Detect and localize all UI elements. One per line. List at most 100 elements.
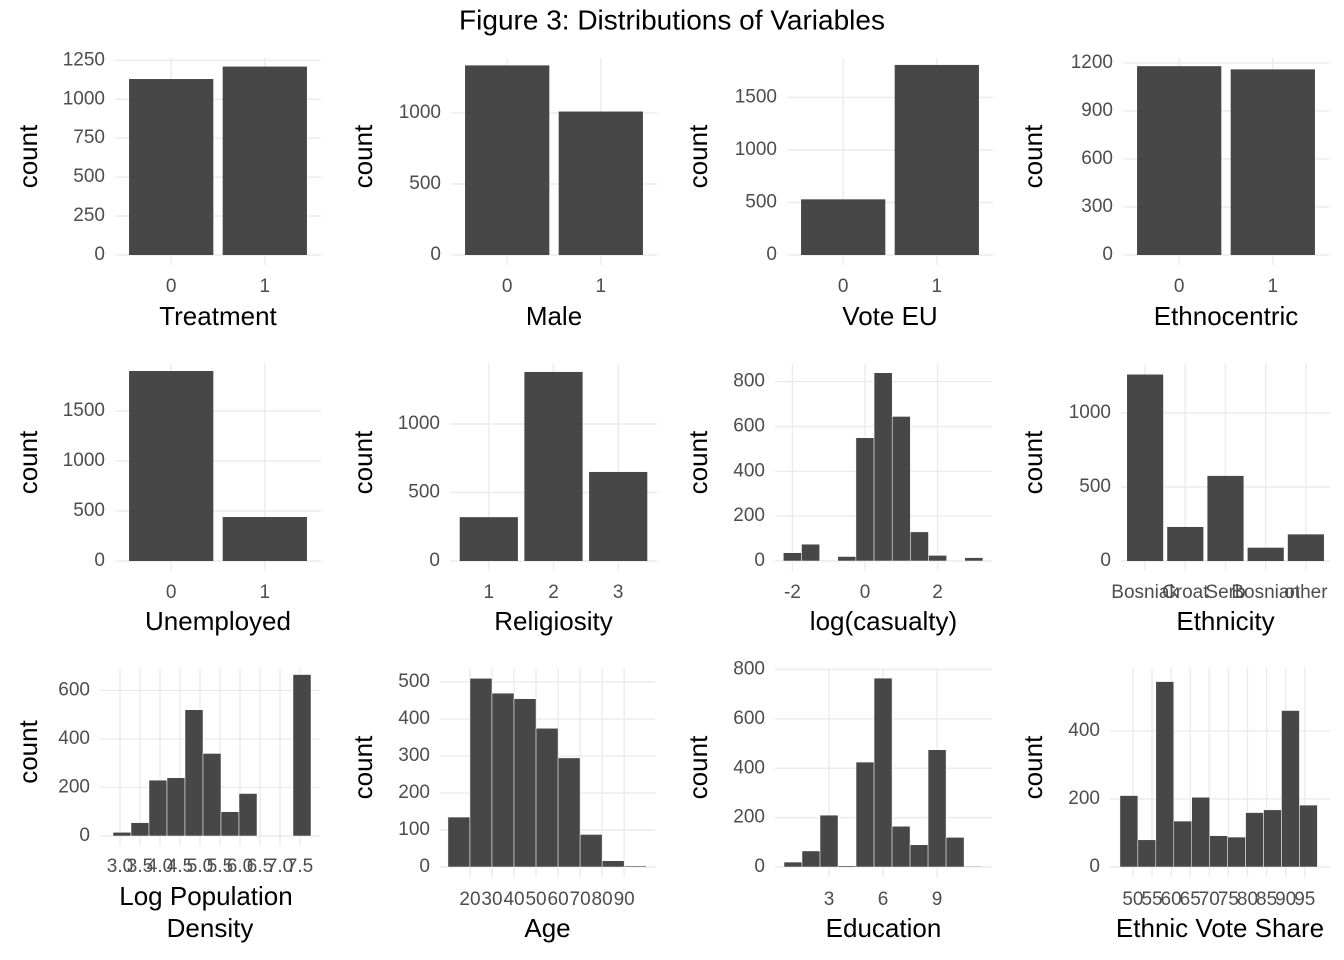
bar (222, 517, 307, 561)
x-axis-title: log(casualty) (810, 606, 957, 636)
bar (837, 865, 857, 868)
x-tick-label: Serb (1205, 582, 1245, 603)
y-tick-label: 0 (430, 244, 441, 265)
x-tick-label: 40 (503, 889, 524, 910)
bar (130, 822, 150, 837)
y-tick-label: 0 (754, 550, 765, 571)
y-tick-label: 200 (1068, 788, 1100, 809)
x-tick-label: 70 (570, 889, 591, 910)
y-tick-label: 0 (754, 856, 765, 877)
bar (202, 753, 222, 837)
x-tick-label: 0 (860, 582, 871, 603)
bar (1281, 710, 1300, 868)
x-tick-label: 70 (1199, 889, 1220, 910)
bar (1287, 534, 1324, 561)
y-tick-label: 200 (733, 505, 765, 526)
bar (459, 517, 518, 561)
bar (491, 692, 515, 868)
bar (1207, 475, 1244, 561)
y-tick-label: 200 (733, 807, 765, 828)
y-axis-title: count (348, 430, 378, 494)
y-tick-label: 0 (429, 550, 440, 571)
x-tick-label: 20 (459, 889, 480, 910)
bar (222, 66, 307, 255)
y-tick-label: 400 (733, 460, 765, 481)
bar (148, 779, 168, 837)
y-axis-title: count (683, 430, 713, 494)
x-tick-label: 75 (1218, 889, 1239, 910)
x-tick-label: 30 (481, 889, 502, 910)
bar (891, 416, 911, 562)
x-tick-label: 65 (1180, 889, 1201, 910)
x-axis-title: Vote EU (842, 301, 937, 331)
bar (513, 698, 537, 868)
y-tick-label: 1250 (63, 49, 105, 70)
bar (1299, 804, 1318, 868)
bar (819, 814, 839, 868)
bar (1247, 547, 1284, 561)
y-tick-label: 1500 (735, 86, 777, 107)
bar (558, 111, 643, 255)
bar (469, 678, 493, 868)
y-axis-title: count (1018, 124, 1048, 188)
bar (1245, 812, 1264, 868)
x-tick-label: Croat (1162, 582, 1209, 603)
bar (801, 199, 886, 255)
bar (465, 65, 550, 255)
x-axis-title: Ethnic Vote Share (1116, 913, 1324, 943)
y-tick-label: 600 (1081, 148, 1113, 169)
bar (964, 557, 984, 562)
y-tick-label: 600 (58, 679, 90, 700)
x-axis-title: Male (526, 301, 582, 331)
y-axis-title: count (348, 124, 378, 188)
bar (801, 543, 820, 562)
x-axis-title: Education (826, 913, 942, 943)
bar (928, 555, 947, 562)
y-tick-label: 500 (73, 500, 105, 521)
y-tick-label: 400 (398, 708, 430, 729)
bar (801, 850, 821, 868)
y-tick-label: 1000 (399, 102, 441, 123)
x-tick-label: 85 (1256, 889, 1277, 910)
x-tick-label: 1 (932, 276, 943, 297)
bar (963, 866, 983, 868)
y-tick-label: 750 (73, 127, 105, 148)
x-tick-label: 3 (824, 889, 835, 910)
y-tick-label: 1000 (63, 88, 105, 109)
bar (873, 677, 893, 868)
bar (1191, 797, 1210, 868)
bar (909, 844, 929, 868)
x-tick-label: 0 (166, 276, 177, 297)
x-tick-label: 55 (1141, 889, 1162, 910)
y-axis-title: count (1018, 430, 1048, 494)
y-tick-label: 500 (73, 166, 105, 187)
x-tick-label: 7.0 (267, 856, 293, 877)
bar (783, 552, 802, 562)
bar (1173, 820, 1192, 868)
y-tick-label: 500 (1079, 476, 1111, 497)
x-tick-label: 3.5 (127, 856, 153, 877)
y-tick-label: 0 (766, 244, 777, 265)
y-tick-label: 250 (73, 205, 105, 226)
x-tick-label: 60 (1161, 889, 1182, 910)
y-tick-label: 1200 (1071, 52, 1113, 73)
bar (1119, 795, 1139, 868)
x-tick-label: 9 (932, 889, 943, 910)
bar (129, 79, 214, 255)
x-tick-label: 90 (614, 889, 635, 910)
y-axis-title: count (348, 735, 378, 799)
bar (292, 674, 312, 837)
y-axis-title: count (683, 735, 713, 799)
y-axis-title: count (13, 430, 43, 494)
bar (1263, 809, 1282, 868)
bar (1137, 66, 1222, 256)
bar (1227, 836, 1246, 868)
x-tick-label: 0 (1174, 276, 1185, 297)
x-tick-label: 6 (878, 889, 889, 910)
y-tick-label: 400 (1068, 720, 1100, 741)
x-axis-title: Ethnocentric (1154, 301, 1299, 331)
x-tick-label: 1 (596, 276, 607, 297)
x-tick-label: 1 (484, 582, 495, 603)
y-axis-title: count (1018, 735, 1048, 799)
y-tick-label: 0 (1102, 244, 1113, 265)
